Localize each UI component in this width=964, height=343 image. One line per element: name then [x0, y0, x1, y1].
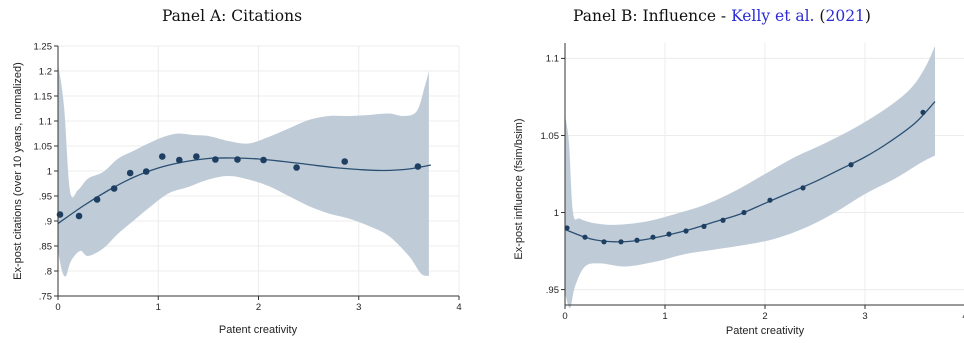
panel-b-x-tick-label: 0 [562, 311, 567, 322]
panel-b-data-point [800, 185, 806, 191]
panel-a-fit-line [57, 157, 432, 225]
panel-b-data-point [564, 225, 570, 231]
panel-b-title-citation-year[interactable]: 2021 [825, 7, 864, 25]
panel-a-data-point [142, 168, 150, 175]
panel-b-y-tick-label: 1.1 [546, 54, 559, 65]
panel-a-y-tick-label: .75 [39, 291, 52, 302]
panel-a-y-tick-label: 1.1 [39, 116, 52, 127]
panel-b-title-close-paren: ) [865, 7, 871, 25]
panel-a-data-point [260, 156, 267, 164]
panel-a-chart: .75 .8 .85 .9 .95 1 1.05 1.1 1.15 1.2 1.25 0 1 2 3 4 [34, 41, 462, 313]
panel-a-data-point [234, 156, 241, 163]
panel-a-y-tick-label: .85 [39, 241, 52, 252]
panel-b-data-point [848, 162, 854, 168]
panel-b-data-point [634, 237, 640, 243]
panel-b-data-point [683, 228, 689, 234]
panel-a-y-tick-label: .8 [44, 266, 52, 277]
panel-b-title-open-paren: ( [814, 7, 825, 25]
panel-a-y-tick-label: .95 [39, 191, 52, 202]
panel-a-confidence-band [58, 63, 429, 277]
panel-b-y-tick-label: 1.05 [541, 131, 560, 142]
panel-a-y-tick-label: 1.2 [39, 66, 52, 77]
panel-b-data-point [720, 217, 726, 223]
panel-a-y-tick-label: 1.25 [34, 41, 53, 52]
panel-a-y-tick-label: 1.15 [34, 91, 53, 102]
panel-b-data-point [701, 223, 707, 229]
panel-a-x-tick-label: 0 [55, 302, 60, 313]
panel-a-x-axis-label: Patent creativity [219, 324, 298, 336]
panel-a-data-point [414, 163, 422, 170]
panel-a-y-axis-label: Ex-post citations (over 10 years, normal… [12, 62, 24, 280]
panel-a-data-point [75, 212, 83, 220]
panel-b-data-point [582, 234, 588, 240]
panel-a-data-point [193, 153, 200, 160]
panel-b-title-citation-link[interactable]: Kelly et al. [731, 7, 814, 25]
panel-b-data-point [920, 109, 926, 115]
panel-a-title: Panel A: Citations [162, 7, 302, 25]
panel-a-x-tick-label: 2 [256, 302, 261, 313]
panel-b-x-tick-label: 1 [662, 311, 667, 322]
panel-b-data-point [666, 231, 672, 237]
panel-b-fit-line [564, 101, 936, 243]
panel-b-chart: .95 1 1.05 1.1 0 1 2 3 4 [541, 43, 964, 322]
panel-b-x-tick-label: 4 [962, 311, 964, 322]
panel-b-x-axis-label: Patent creativity [726, 325, 805, 337]
panel-a-x-tick-label: 1 [156, 302, 161, 313]
panel-b-y-axis-label: Ex-post influence (fsim/bsim) [513, 118, 525, 259]
panel-a-data-point [341, 158, 349, 165]
panel-b-x-tick-label: 2 [762, 311, 767, 322]
panel-b-y-tick-label: 1 [554, 208, 559, 219]
panel-b-x-tick-label: 3 [862, 311, 867, 322]
panel-a-data-point [93, 196, 101, 203]
panel-a-data-point [293, 164, 300, 171]
panel-a-data-point [126, 169, 134, 177]
panel-b-y-tick-label: .95 [546, 285, 559, 296]
panel-b-title-prefix: Panel B: Influence - [573, 7, 731, 25]
panel-b-data-point [650, 234, 656, 240]
panel-b-data-point [767, 197, 773, 203]
panel-a-data-point [110, 185, 118, 192]
panel-b-confidence-band [565, 46, 935, 309]
panel-b-data-point [618, 239, 624, 245]
panel-a-y-tick-label: .9 [44, 216, 52, 227]
panel-a-x-tick-label: 3 [356, 302, 361, 313]
panel-a-x-tick-label: 4 [456, 302, 461, 313]
panel-a-data-point [158, 153, 166, 160]
panel-b-data-point [741, 209, 747, 216]
panel-a-data-point [212, 156, 219, 163]
panel-a-y-tick-label: 1.05 [34, 141, 53, 152]
panel-a-data-point [176, 156, 183, 164]
panel-b-data-point [601, 239, 607, 245]
panel-a-y-tick-label: 1 [47, 166, 52, 177]
panel-b-title: Panel B: Influence - Kelly et al. (2021) [573, 7, 871, 25]
